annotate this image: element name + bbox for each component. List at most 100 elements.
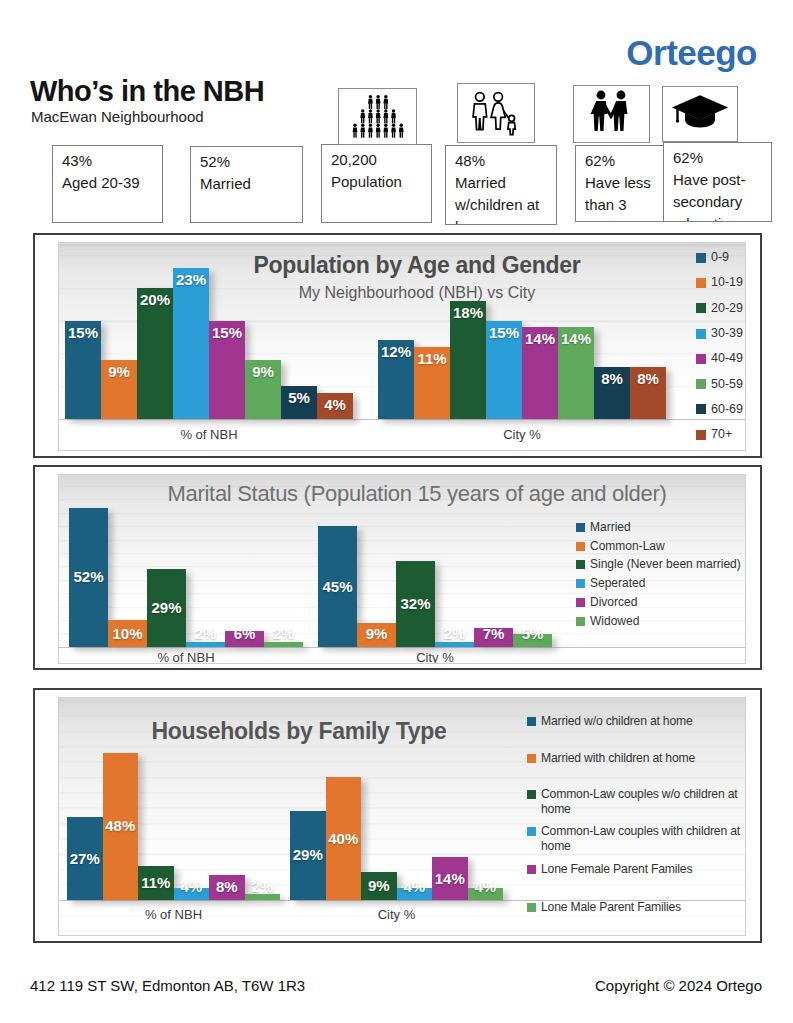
- legend-swatch: [527, 754, 536, 763]
- legend-swatch: [576, 542, 585, 551]
- bar-value-label: 10%: [104, 625, 151, 642]
- bar-value-label: 45%: [314, 578, 361, 595]
- legend-label: Divorced: [590, 595, 637, 610]
- category-label: City %: [375, 650, 495, 664]
- chart-households-family-type: Households by Family Type 27%48%11%4%8%2…: [33, 688, 762, 943]
- legend-label: 0-9: [711, 250, 729, 265]
- legend-swatch: [696, 379, 706, 389]
- legend-item: Married with children at home: [527, 751, 746, 766]
- legend-swatch: [527, 790, 536, 799]
- family-icon: [468, 90, 524, 136]
- bar: [264, 642, 303, 647]
- bar-value-label: 15%: [205, 324, 249, 341]
- bar-value-label: 20%: [133, 291, 177, 308]
- stat-label: Aged 20-39: [62, 172, 153, 194]
- legend-swatch: [576, 523, 585, 532]
- legend-item: Married w/o children at home: [527, 714, 746, 729]
- category-label: % of NBH: [149, 427, 269, 442]
- bar-value-label: 2%: [260, 625, 307, 642]
- legend-swatch: [696, 354, 706, 364]
- bar: [173, 268, 209, 419]
- bar-value-label: 52%: [65, 568, 112, 585]
- bar-value-label: 40%: [322, 830, 366, 847]
- legend-label: 40-49: [711, 351, 743, 366]
- legend-label: Seperated: [590, 576, 645, 591]
- legend-item: Common-Law couples w/o children at home: [527, 787, 746, 817]
- legend-item: Married: [576, 518, 746, 537]
- brand-logo: Orteego: [626, 33, 757, 73]
- bar-value-label: 4%: [313, 396, 357, 413]
- graduation-cap-icon: [670, 92, 730, 136]
- page-title: Who’s in the NBH: [30, 75, 264, 108]
- bar-value-label: 29%: [286, 846, 330, 863]
- chart-population-by-age-gender: Population by Age and Gender My Neighbou…: [33, 233, 762, 458]
- category-label: % of NBH: [126, 650, 246, 664]
- legend-item: Seperated: [576, 574, 746, 593]
- stat-box-education: 62% Have post-secondary education: [663, 142, 772, 222]
- legend-item: 0-9: [696, 245, 746, 270]
- legend-swatch: [527, 717, 536, 726]
- legend-label: 20-29: [711, 301, 743, 316]
- legend-label: Single (Never been married): [590, 557, 741, 572]
- bar-value-label: 14%: [554, 330, 598, 347]
- bar: [435, 642, 474, 647]
- stat-label: Have less than 3 people in the home: [585, 172, 657, 222]
- bar-value-label: 27%: [63, 850, 107, 867]
- stat-box-married: 52% Married: [190, 146, 303, 223]
- icon-box-population: [338, 88, 417, 145]
- legend-label: Lone Male Parent Families: [541, 900, 681, 915]
- legend-swatch: [576, 617, 585, 626]
- legend-swatch: [576, 598, 585, 607]
- footer-address: 412 119 ST SW, Edmonton AB, T6W 1R3: [30, 977, 305, 994]
- stat-label: Married: [200, 173, 293, 195]
- legend-swatch: [696, 404, 706, 414]
- stat-value: 62%: [585, 150, 657, 172]
- stat-value: 52%: [200, 151, 293, 173]
- legend-label: Common-Law: [590, 539, 665, 554]
- stat-label: Have post-secondary education: [673, 169, 762, 222]
- legend-label: 50-59: [711, 377, 743, 392]
- chart-marital-status: Marital Status (Population 15 years of a…: [33, 465, 762, 670]
- chart-legend: 0-9 10-19 20-29 30-39 40-49 50-59 60-69 70+: [696, 245, 746, 447]
- bar-value-label: 32%: [392, 595, 439, 612]
- bar-value-label: 4%: [464, 878, 508, 895]
- footer-copyright: Copyright © 2024 Ortego: [595, 977, 762, 994]
- stat-value: 20,200: [331, 149, 422, 171]
- legend-label: Married: [590, 520, 631, 535]
- x-axis: [59, 647, 745, 648]
- legend-label: Widowed: [590, 614, 639, 629]
- bar-value-label: 9%: [241, 363, 285, 380]
- bar-value-label: 9%: [97, 363, 141, 380]
- category-label: % of NBH: [114, 907, 234, 922]
- population-crowd-icon: [349, 95, 407, 139]
- legend-swatch: [696, 303, 706, 313]
- legend-item: 30-39: [696, 321, 746, 346]
- stat-value: 48%: [455, 150, 547, 172]
- legend-item: Single (Never been married): [576, 556, 746, 575]
- legend-swatch: [527, 865, 536, 874]
- legend-label: Married w/o children at home: [541, 714, 693, 729]
- legend-item: 50-59: [696, 371, 746, 396]
- legend-item: Lone Female Parent Familes: [527, 862, 746, 877]
- icon-box-graduation: [662, 86, 738, 142]
- legend-label: 60-69: [711, 402, 743, 417]
- legend-swatch: [696, 253, 706, 263]
- bar-value-label: 5%: [509, 625, 556, 642]
- legend-swatch: [527, 903, 536, 912]
- plot-area: Marital Status (Population 15 years of a…: [58, 474, 746, 664]
- category-label: City %: [337, 907, 457, 922]
- bar-value-label: 9%: [353, 625, 400, 642]
- legend-swatch: [527, 827, 536, 836]
- bar-value-label: 11%: [410, 350, 454, 367]
- plot-area: Households by Family Type 27%48%11%4%8%2…: [58, 697, 746, 936]
- legend-label: 70+: [711, 427, 732, 442]
- bar-value-label: 18%: [446, 304, 490, 321]
- legend-label: Common-Law couples with children at home: [541, 824, 746, 854]
- stat-label: Population: [331, 171, 422, 193]
- legend-label: Common-Law couples w/o children at home: [541, 787, 746, 817]
- stat-box-household-size: 62% Have less than 3 people in the home: [575, 145, 667, 222]
- chart-title: Marital Status (Population 15 years of a…: [117, 481, 717, 507]
- bar: [186, 642, 225, 647]
- legend-item: 70+: [696, 422, 746, 447]
- legend-label: 10-19: [711, 275, 743, 290]
